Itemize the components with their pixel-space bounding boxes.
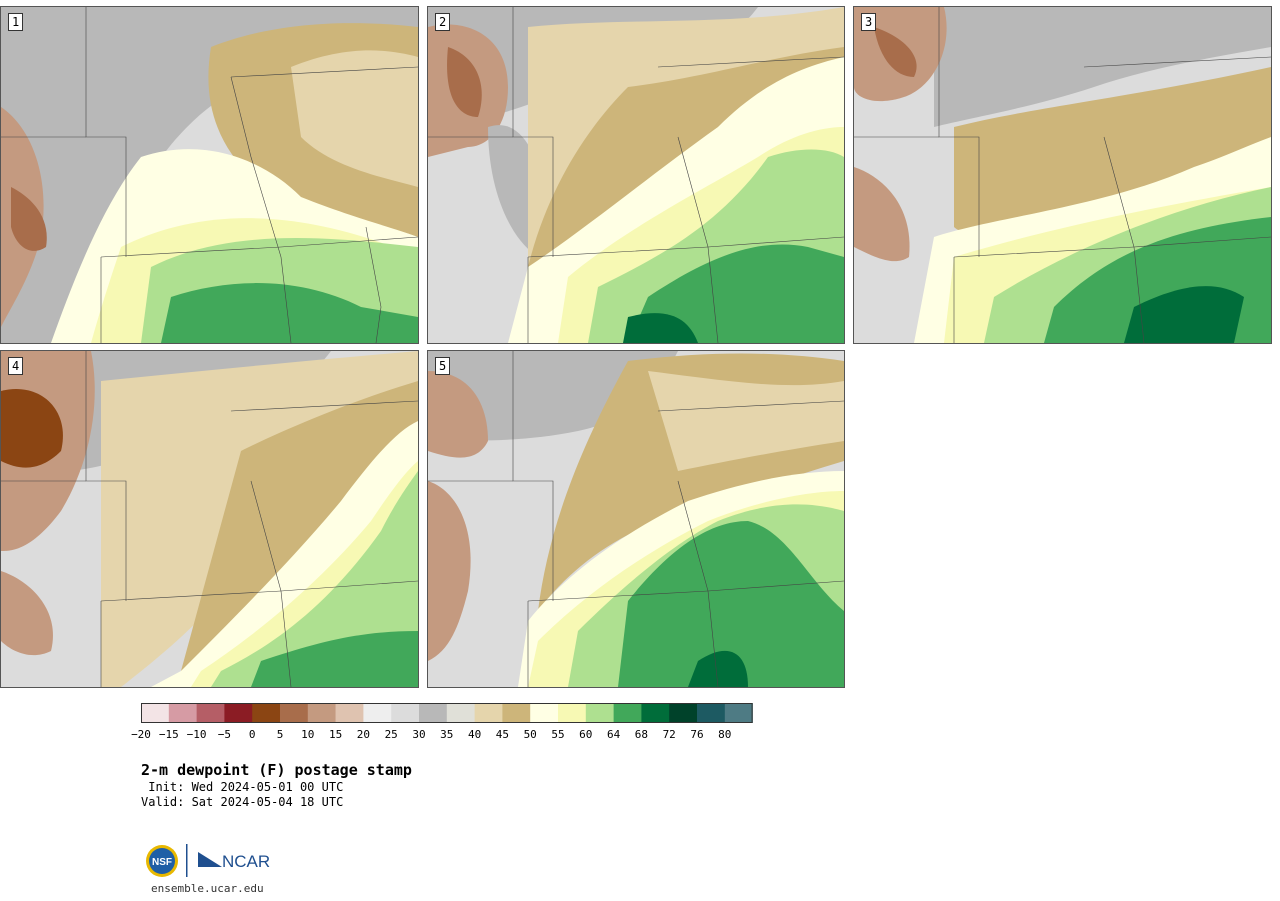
colorbar-swatch (641, 703, 670, 723)
panel-number: 5 (435, 357, 451, 375)
map-panel-3: 3 (853, 6, 1272, 344)
map-panel-4: 4 (0, 350, 419, 688)
colorbar-swatch (613, 703, 642, 723)
colorbar-swatch (530, 703, 559, 723)
colorbar-tick-label: 64 (606, 728, 621, 741)
colorbar-swatch (502, 703, 531, 723)
valid-time: Valid: Sat 2024-05-04 18 UTC (141, 795, 344, 809)
colorbar-ticks: −20 −15 −10 −5 0 5 10 15 20 25 30 35 40 45 50 55 60 64 68 7… (131, 728, 761, 742)
colorbar-tick-label: 20 (356, 728, 371, 741)
colorbar-tick-label: 68 (634, 728, 649, 741)
colorbar-tick-label: −10 (186, 728, 207, 741)
colorbar-tick-label: −15 (158, 728, 179, 741)
colorbar-tick-label: 5 (276, 728, 284, 741)
logos: NSF NCAR (144, 843, 274, 879)
colorbar-swatch (335, 703, 364, 723)
dewpoint-map-4 (1, 351, 418, 687)
colorbar-swatch (307, 703, 336, 723)
map-panel-5: 5 (427, 350, 845, 688)
colorbar-swatch (391, 703, 420, 723)
colorbar-swatch (697, 703, 726, 723)
colorbar-tick-label: 15 (328, 728, 343, 741)
colorbar-tick-label: 30 (412, 728, 426, 741)
colorbar-swatch (419, 703, 448, 723)
colorbar-tick-label: 10 (301, 728, 315, 741)
colorbar-border (141, 703, 753, 723)
map-title: 2-m dewpoint (F) postage stamp (141, 761, 412, 779)
panel-number: 2 (435, 13, 451, 31)
colorbar-swatch (585, 703, 614, 723)
colorbar-swatch (724, 703, 753, 723)
colorbar (141, 703, 753, 723)
colorbar-swatch (363, 703, 392, 723)
dewpoint-map-3 (854, 7, 1271, 343)
nsf-ncar-logo: NSF NCAR (146, 844, 270, 877)
colorbar-swatch (446, 703, 475, 723)
panel-number: 1 (8, 13, 24, 31)
colorbar-tick-label: −20 (131, 728, 151, 741)
colorbar-swatch (141, 703, 170, 723)
colorbar-tick-label: 35 (440, 728, 454, 741)
colorbar-swatch (252, 703, 281, 723)
map-panel-1: 1 (0, 6, 419, 344)
colorbar-tick-label: 50 (523, 728, 537, 741)
colorbar-swatch (224, 703, 253, 723)
init-time: Init: Wed 2024-05-01 00 UTC (141, 780, 344, 794)
colorbar-tick-label: 45 (495, 728, 510, 741)
colorbar-tick-label: 0 (248, 728, 256, 741)
dewpoint-map-1 (1, 7, 418, 343)
colorbar-swatch (168, 703, 197, 723)
colorbar-swatch (558, 703, 587, 723)
colorbar-tick-label: 76 (690, 728, 704, 741)
colorbar-swatch (474, 703, 503, 723)
website-url[interactable]: ensemble.ucar.edu (151, 882, 264, 895)
ncar-logo-text: NCAR (222, 852, 270, 871)
colorbar-tick-label: −5 (217, 728, 232, 741)
panel-number: 3 (861, 13, 877, 31)
nsf-logo-text: NSF (152, 857, 172, 868)
colorbar-tick-label: 60 (579, 728, 593, 741)
panel-number: 4 (8, 357, 24, 375)
colorbar-tick-label: 40 (467, 728, 482, 741)
colorbar-tick-label: 25 (384, 728, 398, 741)
dewpoint-map-2 (428, 7, 844, 343)
colorbar-swatch (669, 703, 698, 723)
colorbar-tick-label: 72 (662, 728, 676, 741)
dewpoint-map-5 (428, 351, 844, 687)
colorbar-swatch (280, 703, 309, 723)
colorbar-swatch (196, 703, 225, 723)
colorbar-tick-label: 55 (551, 728, 565, 741)
map-panel-2: 2 (427, 6, 845, 344)
colorbar-tick-label: 80 (718, 728, 732, 741)
